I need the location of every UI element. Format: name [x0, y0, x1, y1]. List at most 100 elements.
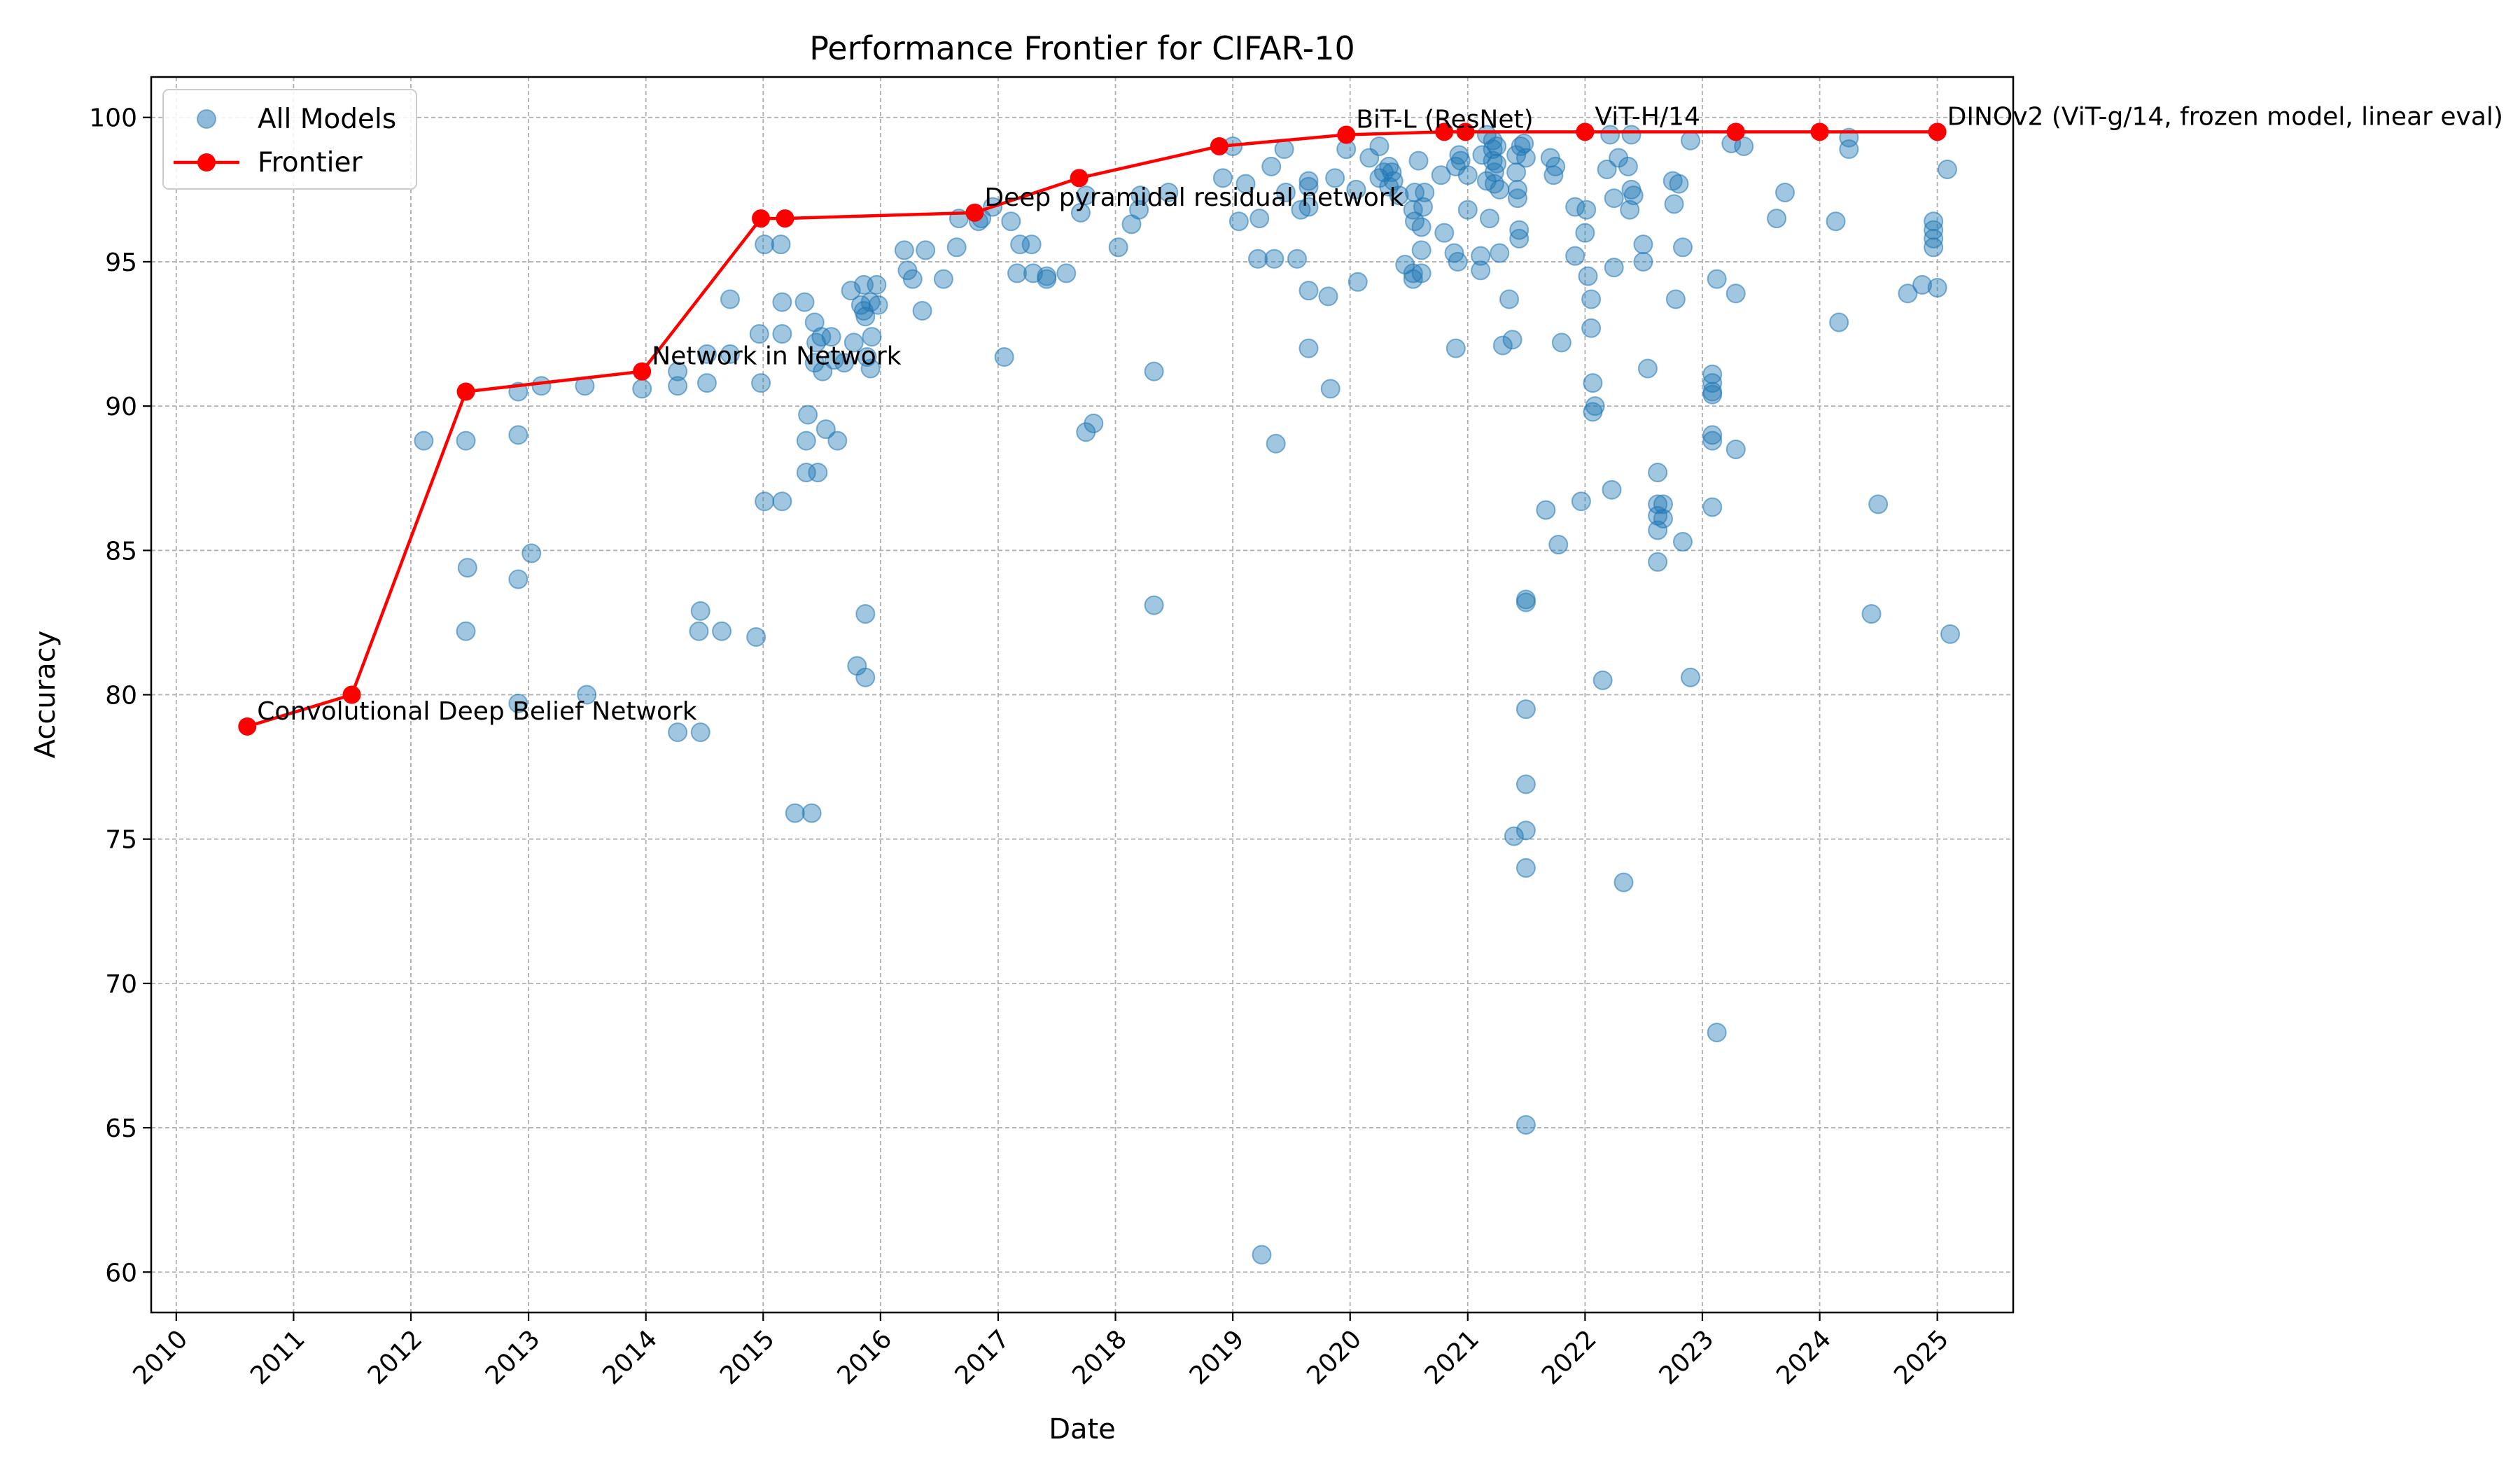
data-point	[1325, 168, 1345, 188]
data-point	[1369, 136, 1390, 156]
data-point	[1604, 188, 1624, 209]
data-point	[1614, 872, 1634, 892]
data-point	[1506, 162, 1527, 183]
data-point	[1653, 508, 1673, 528]
data-point	[946, 237, 967, 258]
data-point	[916, 240, 936, 260]
data-point	[1604, 258, 1624, 278]
data-point	[1431, 165, 1451, 186]
data-point	[712, 621, 732, 641]
data-point	[1581, 318, 1602, 338]
data-point	[860, 292, 881, 312]
data-point	[912, 301, 932, 321]
scatter-series	[414, 125, 1961, 1265]
data-point	[1480, 209, 1500, 229]
data-point	[855, 307, 876, 327]
data-point	[771, 234, 791, 255]
data-point	[1620, 200, 1640, 220]
data-point	[1583, 373, 1603, 393]
data-point	[1346, 179, 1366, 200]
data-point	[690, 722, 710, 743]
frontier-point	[1435, 122, 1454, 141]
data-point	[1507, 188, 1527, 209]
data-point	[1726, 439, 1746, 459]
data-point	[1021, 234, 1042, 255]
frontier-point	[342, 685, 361, 704]
data-point	[1707, 1022, 1727, 1042]
data-point	[1129, 200, 1149, 220]
data-point	[827, 430, 848, 451]
data-point	[1924, 237, 1944, 258]
data-point	[1621, 125, 1642, 145]
data-point	[1228, 211, 1249, 232]
data-point	[1264, 248, 1284, 269]
data-point	[1669, 174, 1689, 194]
data-point	[1348, 272, 1368, 292]
data-point	[690, 601, 710, 621]
data-point	[1664, 194, 1684, 214]
data-point	[689, 621, 709, 641]
data-point	[1937, 159, 1957, 179]
data-point	[1602, 479, 1622, 500]
data-point	[1403, 263, 1423, 284]
data-point	[720, 289, 740, 309]
data-point	[1702, 425, 1723, 445]
data-point	[1734, 136, 1754, 156]
data-point	[1514, 133, 1534, 153]
frontier-point	[1456, 122, 1475, 141]
data-point	[1536, 500, 1556, 520]
data-point	[1653, 494, 1673, 514]
data-point	[772, 324, 792, 344]
data-point	[1565, 197, 1586, 217]
data-point	[508, 425, 528, 445]
data-point	[749, 324, 769, 344]
annotation-label: Network in Network	[652, 342, 901, 371]
frontier-point	[1928, 122, 1947, 141]
data-point	[1648, 520, 1668, 540]
data-point	[816, 419, 836, 440]
data-point	[1648, 494, 1668, 514]
data-point	[1665, 289, 1686, 309]
data-point	[1411, 217, 1432, 237]
data-point	[1448, 251, 1468, 272]
data-point	[811, 327, 832, 347]
data-point	[696, 344, 717, 364]
data-point	[1266, 433, 1286, 454]
data-point	[1767, 209, 1787, 229]
data-point	[1490, 179, 1510, 200]
data-point	[1499, 289, 1520, 309]
data-point	[1648, 552, 1668, 572]
data-point	[1076, 186, 1096, 206]
data-point	[1516, 699, 1536, 720]
data-point	[1405, 182, 1425, 202]
y-tick-label: 75	[105, 826, 137, 855]
data-point	[1511, 136, 1531, 156]
data-point	[414, 430, 434, 451]
data-point	[1298, 176, 1319, 197]
data-point	[522, 543, 542, 564]
y-tick-label: 100	[89, 104, 137, 133]
data-point	[1415, 182, 1435, 202]
data-point	[1940, 624, 1961, 644]
data-point	[1434, 223, 1455, 243]
frontier-line	[246, 130, 1938, 729]
data-point	[1861, 604, 1882, 624]
data-point	[1516, 820, 1536, 841]
data-point	[1411, 263, 1432, 284]
data-point	[456, 621, 476, 641]
data-point	[1274, 139, 1294, 160]
frontier-point	[752, 209, 771, 228]
data-point	[508, 569, 528, 589]
data-point	[1927, 278, 1947, 298]
data-point	[1010, 234, 1030, 255]
data-point	[1516, 148, 1536, 168]
data-point	[1502, 330, 1522, 350]
data-point	[1490, 243, 1510, 263]
y-tick-label: 65	[105, 1114, 137, 1143]
data-point	[1446, 338, 1466, 358]
y-tick-label: 80	[105, 682, 137, 710]
data-point	[1472, 145, 1492, 165]
data-point	[1551, 332, 1572, 353]
data-point	[796, 430, 816, 451]
